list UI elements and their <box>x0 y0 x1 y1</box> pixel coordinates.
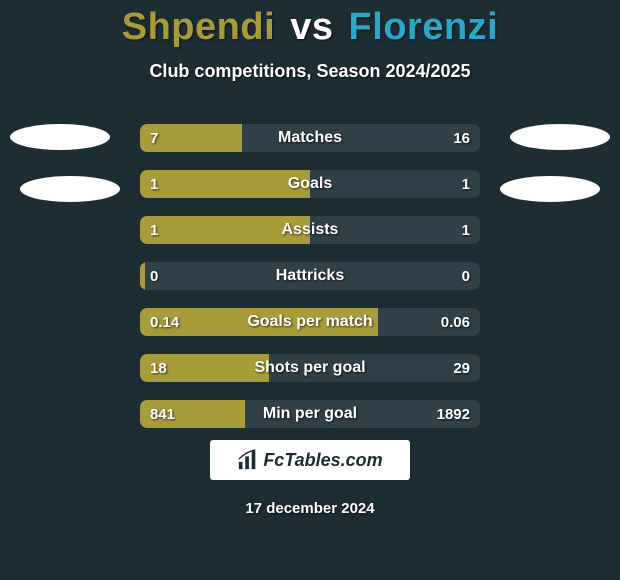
stat-bar-left <box>140 400 245 428</box>
player2-badge-bottom <box>500 176 600 202</box>
stat-row: 11Assists <box>140 216 480 244</box>
stat-bar-left <box>140 124 242 152</box>
player2-name: Florenzi <box>349 6 499 48</box>
logo-text: FcTables.com <box>263 450 382 471</box>
stats-bars: 716Matches 11Goals 11Assists 00Hattricks 0.1… <box>140 124 480 446</box>
player2-badge-top <box>510 124 610 150</box>
stat-bar-left <box>140 216 310 244</box>
stat-bar-left <box>140 308 378 336</box>
player1-badge-bottom <box>20 176 120 202</box>
player1-badge-top <box>10 124 110 150</box>
player1-name: Shpendi <box>122 6 275 48</box>
stat-row: 1829Shots per goal <box>140 354 480 382</box>
stat-bar-right <box>140 262 480 290</box>
stat-bar-left <box>140 354 269 382</box>
stat-row: 8411892Min per goal <box>140 400 480 428</box>
vs-text: vs <box>290 6 333 48</box>
subtitle: Club competitions, Season 2024/2025 <box>0 61 620 82</box>
stat-bar-left <box>140 170 310 198</box>
site-logo: FcTables.com <box>210 440 410 480</box>
stat-row: 00Hattricks <box>140 262 480 290</box>
date-text: 17 december 2024 <box>0 500 620 517</box>
stat-row: 716Matches <box>140 124 480 152</box>
comparison-title: Shpendi vs Florenzi <box>0 0 620 49</box>
bar-chart-icon <box>237 449 259 471</box>
stat-row: 0.140.06Goals per match <box>140 308 480 336</box>
stat-row: 11Goals <box>140 170 480 198</box>
stat-bar-left <box>140 262 145 290</box>
